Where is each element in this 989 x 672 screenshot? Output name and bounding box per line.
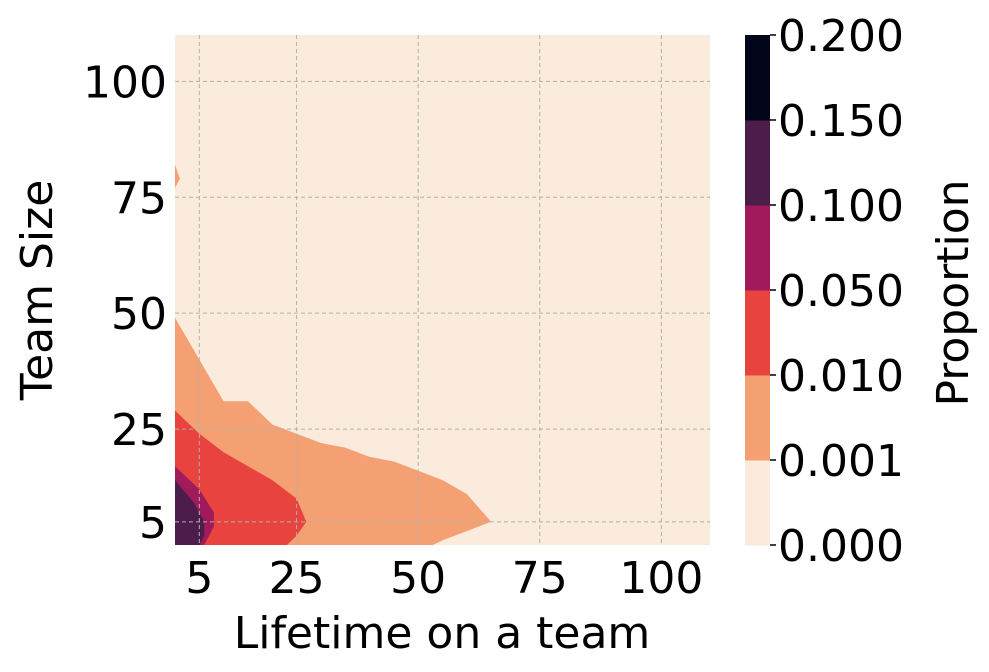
y-axis-title: Team Size [12, 180, 63, 402]
grid [175, 35, 710, 545]
x-tick-label: 100 [619, 553, 703, 604]
colorbar-band-0 [745, 460, 770, 546]
contour-region-1 [175, 164, 180, 188]
x-tick-label: 50 [390, 553, 446, 604]
y-axis-ticks: 5 25 50 75 100 [83, 57, 167, 548]
x-tick-label: 75 [512, 553, 568, 604]
x-axis-title: Lifetime on a team [234, 608, 651, 659]
plot-area [175, 35, 710, 545]
colorbar-band-3 [745, 205, 770, 291]
colorbar-tick-labels: 0.000 0.001 0.010 0.050 0.100 0.150 0.200 [770, 11, 904, 572]
y-tick-label: 75 [111, 173, 167, 224]
contour-regions [175, 164, 492, 545]
colorbar-tick-label: 0.010 [778, 351, 904, 402]
colorbar-tick-label: 0.001 [778, 436, 904, 487]
x-tick-label: 25 [269, 553, 325, 604]
colorbar-title: Proportion [928, 179, 979, 406]
colorbar-band-5 [745, 35, 770, 121]
x-tick-label: 5 [185, 553, 213, 604]
colorbar-tick-label: 0.100 [778, 181, 904, 232]
colorbar-tick-label: 0.050 [778, 266, 904, 317]
y-tick-label: 50 [111, 289, 167, 340]
colorbar-band-2 [745, 290, 770, 376]
y-tick-label: 5 [139, 498, 167, 549]
colorbar-tick-label: 0.000 [778, 521, 904, 572]
colorbar-band-4 [745, 120, 770, 206]
colorbar-band-1 [745, 375, 770, 461]
contour-region-4 [175, 480, 205, 545]
y-tick-label: 25 [111, 405, 167, 456]
colorbar-tick-label: 0.200 [778, 11, 904, 62]
x-axis-ticks: 5 25 50 75 100 [185, 553, 703, 604]
colorbar: 0.000 0.001 0.010 0.050 0.100 0.150 0.200 Prop… [745, 11, 979, 572]
y-tick-label: 100 [83, 57, 167, 108]
colorbar-bands [745, 35, 770, 546]
colorbar-tick-label: 0.150 [778, 96, 904, 147]
